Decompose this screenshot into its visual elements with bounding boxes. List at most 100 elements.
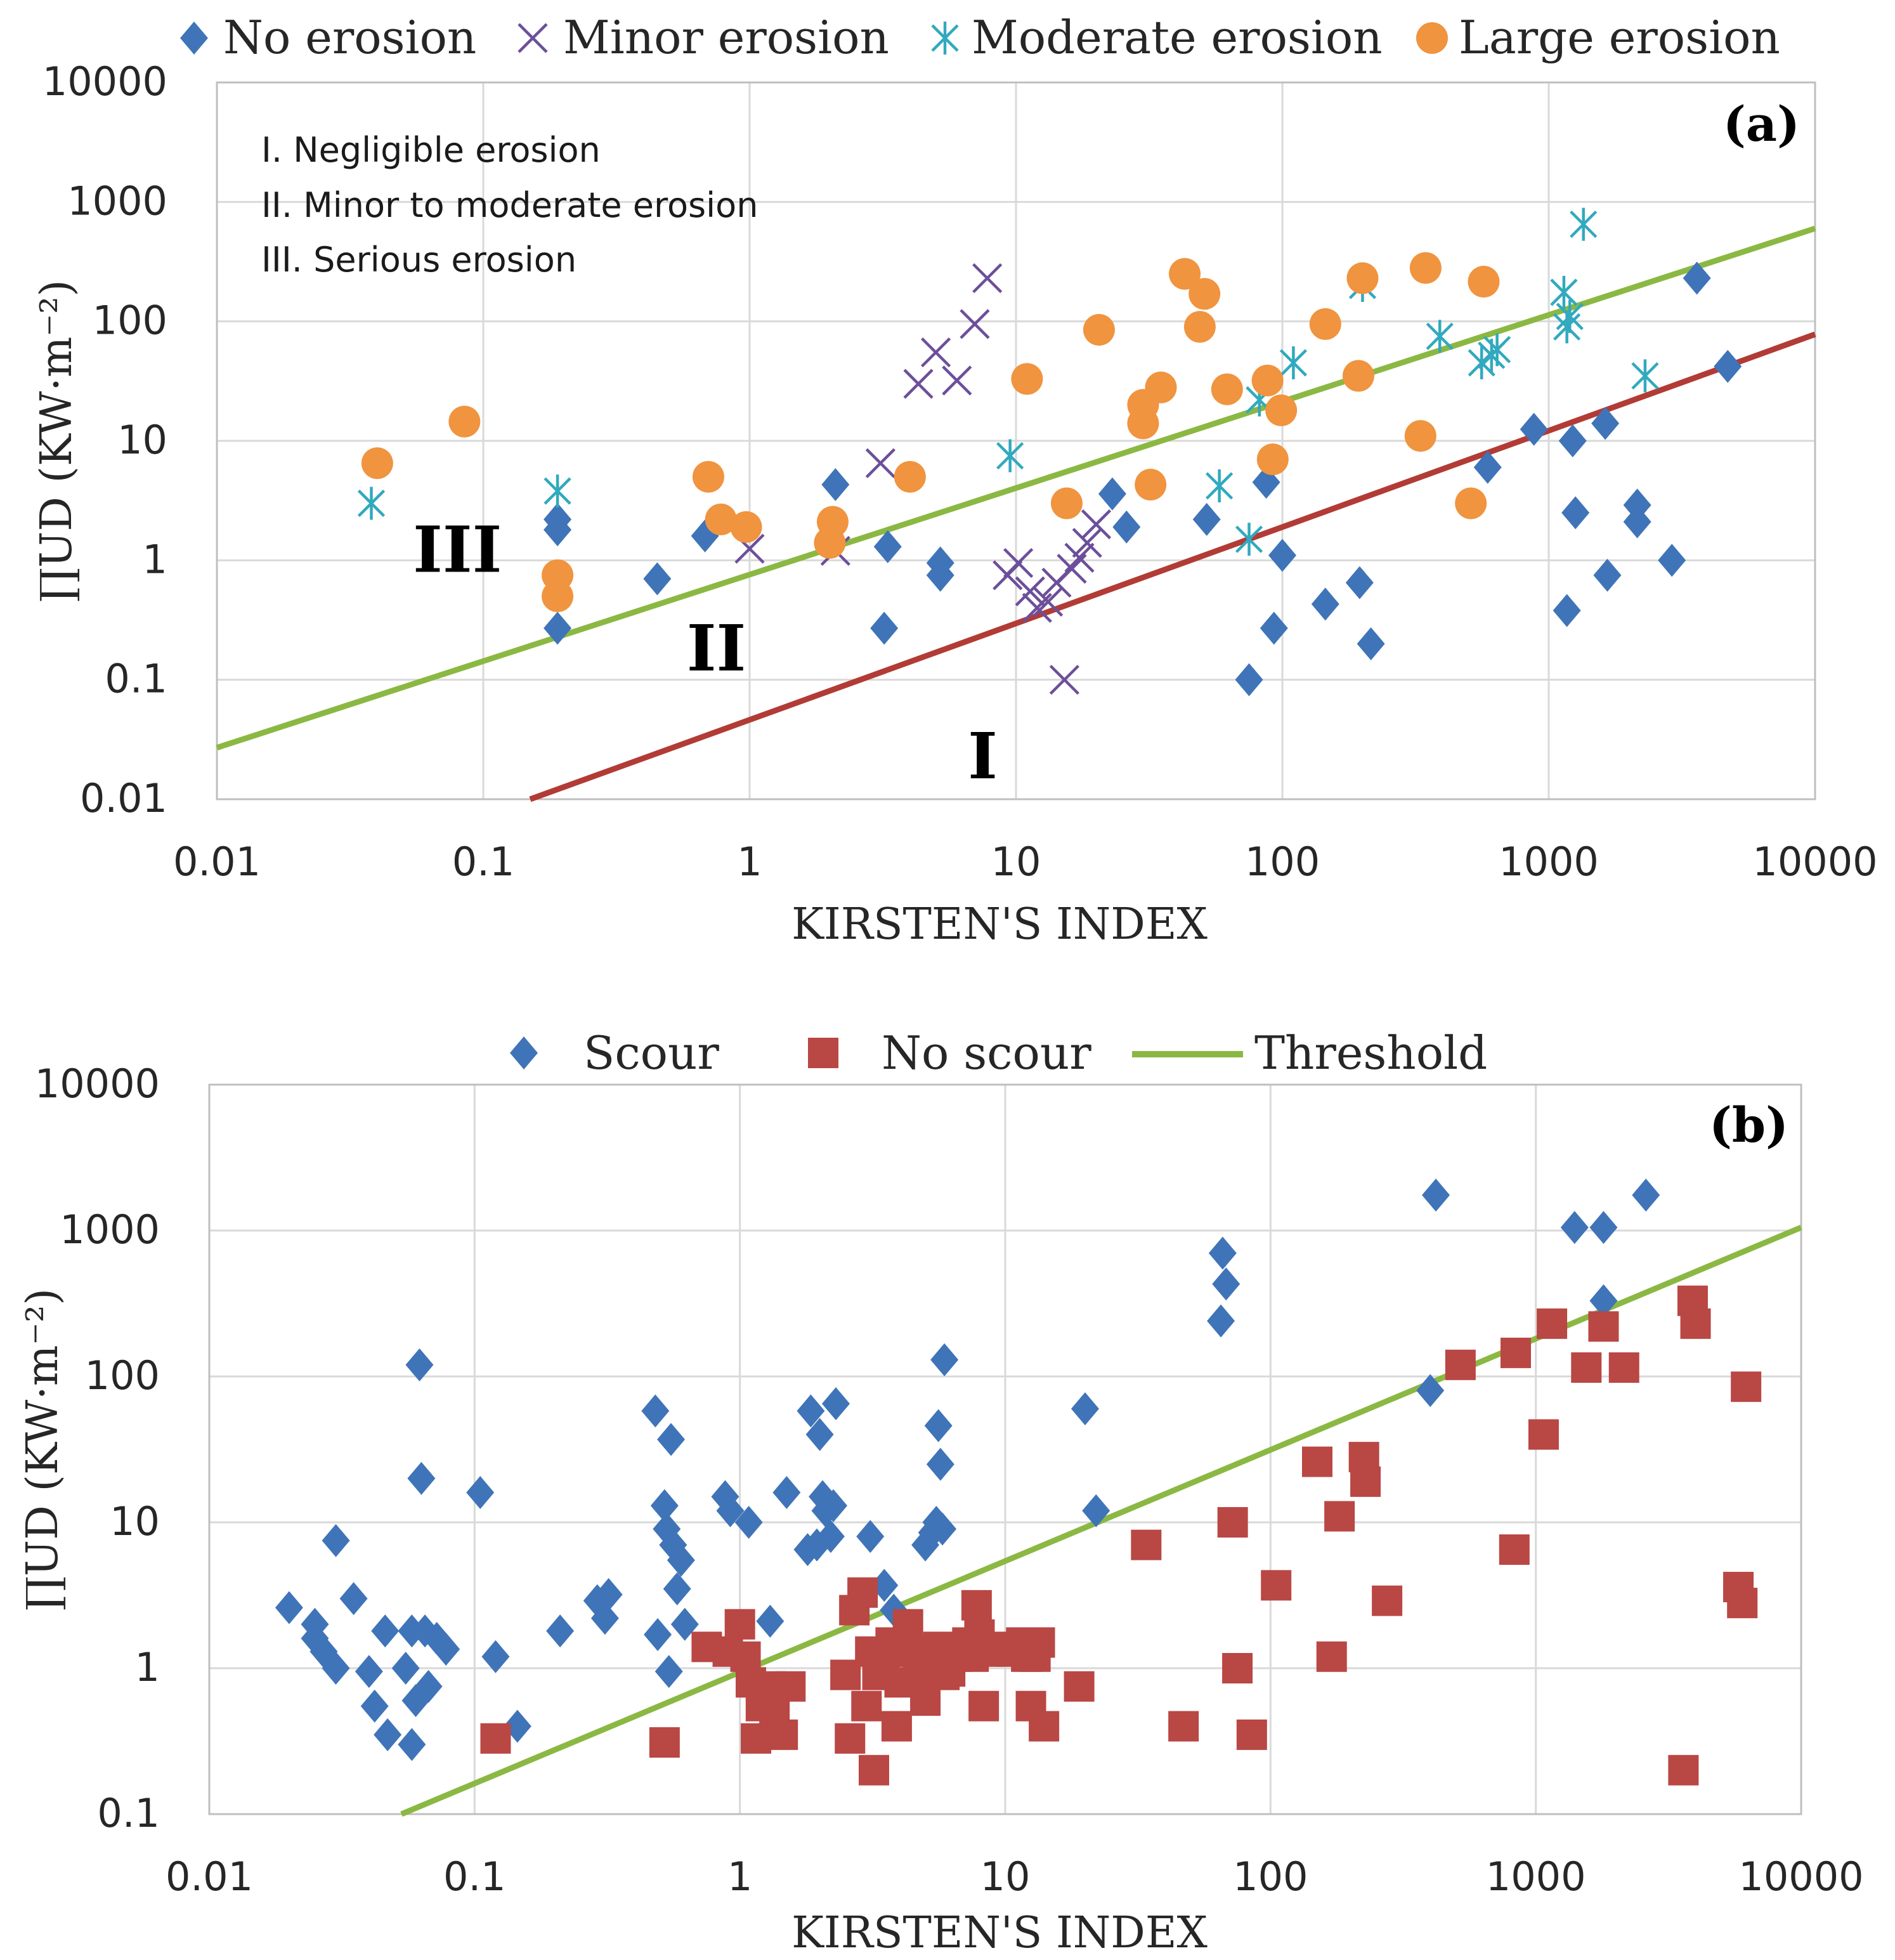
square-point (1217, 1507, 1248, 1538)
diamond-point (650, 1489, 679, 1522)
diamond-point (391, 1652, 420, 1685)
legend-marker-asterisk (931, 22, 959, 55)
diamond-point (1623, 505, 1651, 539)
circle-point (1309, 308, 1341, 340)
circle-point (1468, 266, 1500, 298)
legend-item-no-erosion: No erosion (180, 11, 476, 64)
x-point (1081, 509, 1112, 540)
legend-label-no-scour: No scour (882, 1026, 1091, 1080)
asterisk-point (996, 439, 1024, 473)
x-tick-label: 10000 (1738, 1853, 1863, 1900)
square-point (1537, 1308, 1568, 1339)
circle-point (1188, 278, 1221, 310)
circle-point (692, 461, 724, 493)
plot-frame-a (216, 81, 1816, 800)
circle-point (1127, 407, 1159, 440)
x-point (1033, 587, 1064, 617)
square-point (968, 1690, 1000, 1722)
x-tick-labels-b: 0.01 0.1 1 10 100 1000 10000 (166, 1853, 1864, 1900)
x-tick-label: 1 (737, 839, 762, 885)
square-point (847, 1577, 878, 1608)
x-point (1003, 547, 1034, 578)
diamond-point (1112, 510, 1141, 544)
note-negligible-erosion: I. Negligible erosion (261, 130, 601, 170)
diamond-point (926, 1447, 954, 1481)
diamond-point (414, 1669, 443, 1703)
x-tick-labels-a: 0.01 0.1 1 10 100 1000 10000 (173, 839, 1878, 885)
series-scour (275, 1179, 1660, 1761)
legend-item-moderate-erosion: Moderate erosion (931, 11, 1383, 64)
legend-marker-diamond (510, 1036, 538, 1069)
circle-legend-marker (1416, 22, 1448, 54)
diamond-point (1208, 1236, 1237, 1270)
diamond-point (466, 1476, 495, 1510)
x-point (865, 448, 895, 478)
diamond-point (1623, 488, 1651, 522)
diamond-point (1416, 1374, 1445, 1408)
square-point (1372, 1585, 1403, 1616)
diamond-point (654, 1655, 683, 1689)
asterisk-point (1235, 523, 1263, 556)
diamond-point (819, 1489, 847, 1522)
asterisk-point (1279, 346, 1307, 379)
x-tick-label: 1 (727, 1853, 752, 1900)
circle-point (1409, 252, 1442, 284)
legend-a: No erosion Minor erosion Moderate erosio… (180, 11, 1780, 64)
diamond-point (1235, 663, 1263, 696)
diamond-point (1632, 1179, 1660, 1212)
circle-point (1183, 311, 1216, 343)
x-tick-label: 0.01 (166, 1853, 253, 1900)
asterisk-point (1631, 359, 1659, 393)
circle-point (1251, 364, 1284, 396)
lower-boundary-line (529, 331, 1816, 802)
diamond-point (339, 1582, 368, 1616)
diamond-point (1207, 1304, 1235, 1338)
square-point (1727, 1588, 1758, 1619)
diamond-point (734, 1506, 763, 1539)
square-point (1168, 1711, 1199, 1742)
x-tick-label: 10 (980, 1853, 1031, 1900)
y-tick-labels-a: 0.01 0.1 1 10 100 1000 10000 (42, 58, 167, 821)
diamond-point (405, 1348, 434, 1382)
legend-marker-square (808, 1038, 838, 1068)
legend-item-minor-erosion: Minor erosion (518, 11, 889, 64)
square-point (1316, 1641, 1347, 1672)
x-axis-title-a: KIRSTEN'S INDEX (791, 899, 1208, 950)
x-point (942, 365, 972, 396)
note-minor-to-moderate-erosion: II. Minor to moderate erosion (261, 185, 758, 225)
legend-item-threshold: Threshold (1132, 1026, 1487, 1080)
square-point (1500, 1337, 1531, 1368)
x-point (1072, 528, 1102, 558)
y-axis-title-b: ∏UD (KW·m⁻²) (18, 1288, 68, 1610)
plot-frame-b (208, 1083, 1802, 1815)
diamond-point (1311, 587, 1339, 621)
diamond-point (926, 558, 954, 592)
x-point (972, 263, 1003, 294)
square-legend-marker (808, 1038, 838, 1068)
square-point (1680, 1308, 1711, 1339)
circle-point (1256, 443, 1289, 476)
circle-point (705, 503, 737, 535)
asterisk-point (357, 487, 386, 520)
x-point (1064, 542, 1095, 573)
diamond-point (1268, 539, 1296, 572)
asterisk-point (1426, 320, 1454, 353)
region-label-i: I (968, 719, 998, 794)
x-point (1049, 665, 1079, 695)
square-point (1350, 1466, 1381, 1497)
square-point (741, 1723, 772, 1754)
diamond-point (481, 1640, 510, 1673)
circle-point (448, 405, 481, 438)
square-point (1528, 1419, 1559, 1450)
legend-marker-x (518, 23, 548, 53)
diamond-point (398, 1728, 426, 1761)
x-legend-marker (518, 23, 548, 53)
legend-label-minor-erosion: Minor erosion (563, 11, 889, 64)
y-tick-label: 100 (85, 1352, 160, 1399)
diamond-point (1561, 496, 1590, 530)
legend-item-no-scour: No scour (808, 1026, 1091, 1080)
diamond-point (873, 530, 902, 563)
legend-marker-diamond (180, 22, 208, 55)
diamond-point (644, 1617, 672, 1651)
square-point (1064, 1671, 1095, 1702)
